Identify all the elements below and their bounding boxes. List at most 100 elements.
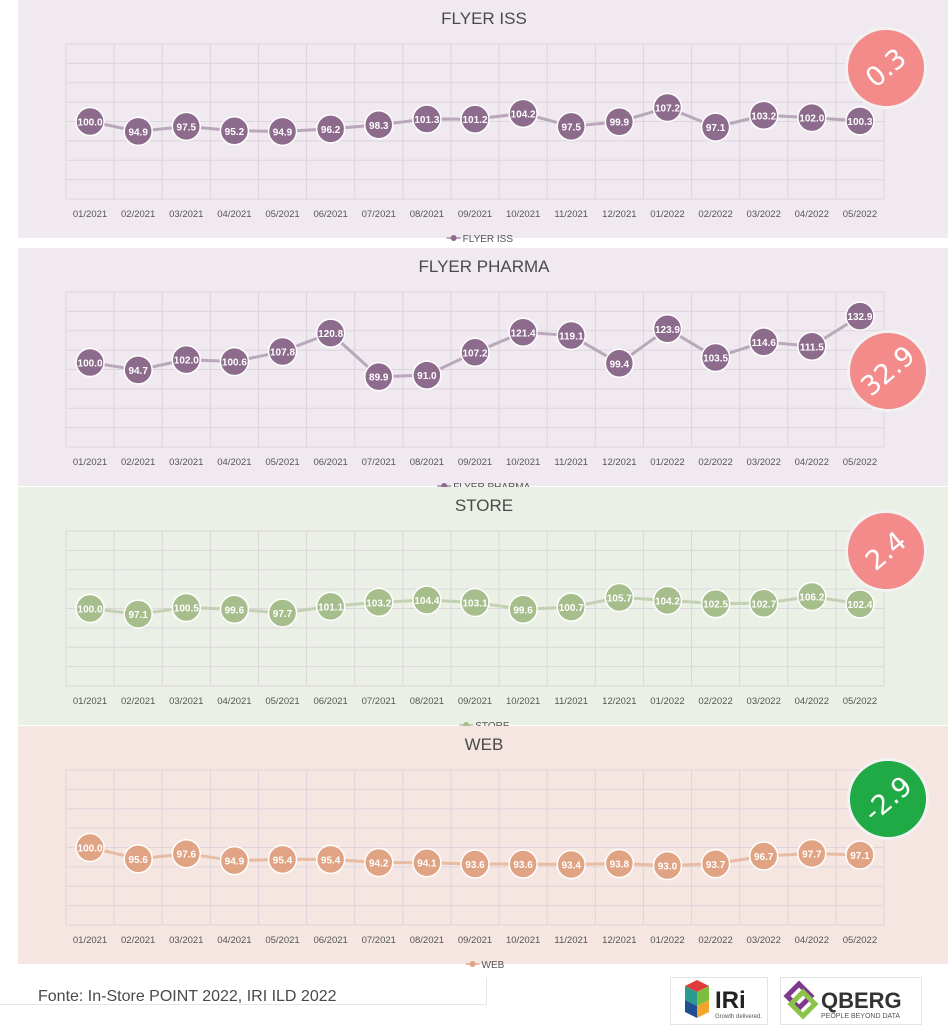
x-tick-label: 02/2021 — [121, 935, 155, 946]
data-point — [123, 355, 153, 385]
change-badge-value: 0.3 — [859, 42, 913, 94]
x-tick-label: 09/2021 — [458, 696, 492, 707]
x-tick-label: 05/2022 — [843, 457, 877, 468]
x-tick-label: 02/2022 — [698, 696, 732, 707]
chart-svg: STORE 100.0 97.1 100.5 99.6 97.7 101.1 103.2 104… — [65, 496, 885, 729]
data-point — [508, 849, 538, 879]
data-point — [364, 587, 394, 618]
data-label: 95.6 — [128, 855, 148, 866]
data-label: 102.7 — [751, 599, 776, 610]
x-tick-label: 12/2021 — [602, 209, 636, 220]
chart-svg: FLYER PHARMA 100.0 94.7 102.0 100.6 107.8 120.… — [65, 257, 885, 490]
x-tick-label: 12/2021 — [602, 457, 636, 468]
x-tick-label: 05/2021 — [265, 457, 299, 468]
x-tick-label: 02/2022 — [698, 209, 732, 220]
iri-wordmark: IRi — [715, 987, 746, 1014]
data-label: 102.0 — [799, 114, 824, 125]
qberg-wordmark: QBERG — [821, 988, 902, 1013]
data-point — [171, 111, 202, 142]
data-point — [412, 585, 442, 615]
data-point — [219, 594, 250, 625]
data-label: 103.2 — [751, 111, 776, 122]
x-tick-label: 01/2021 — [73, 457, 107, 468]
chart-title: FLYER PHARMA — [419, 257, 551, 276]
chart-panel-3: WEB 100.0 95.6 97.6 94.9 95.4 95.4 94.2 94.1 93.6… — [18, 726, 948, 968]
data-point — [845, 301, 875, 331]
x-tick-label: 04/2022 — [795, 209, 829, 220]
data-label: 100.6 — [222, 358, 247, 369]
x-tick-label: 06/2021 — [313, 696, 347, 707]
x-tick-label: 05/2021 — [265, 696, 299, 707]
qberg-logo: QBERG PEOPLE BEYOND DATA — [780, 977, 922, 1025]
x-tick-label: 01/2021 — [73, 696, 107, 707]
data-point — [364, 847, 394, 878]
data-label: 94.9 — [128, 127, 148, 138]
x-tick-label: 05/2021 — [265, 209, 299, 220]
data-label: 100.0 — [78, 358, 103, 369]
x-tick-label: 08/2021 — [410, 935, 444, 946]
data-point — [700, 849, 731, 879]
change-badge-value: 2.4 — [859, 525, 913, 577]
chart-panel-1: FLYER PHARMA 100.0 94.7 102.0 100.6 107.8 120.… — [18, 248, 948, 490]
data-label: 97.5 — [177, 122, 197, 133]
x-tick-label: 04/2021 — [217, 209, 251, 220]
data-label: 104.4 — [414, 596, 439, 607]
x-tick-label: 03/2021 — [169, 696, 203, 707]
data-point — [75, 106, 105, 137]
data-point — [267, 116, 298, 147]
data-point — [123, 844, 153, 874]
data-point — [652, 585, 683, 616]
x-tick-label: 03/2022 — [747, 457, 781, 468]
x-tick-label: 01/2022 — [650, 457, 684, 468]
chart-title: WEB — [465, 735, 504, 754]
data-label: 94.1 — [417, 859, 437, 870]
iri-tagline: Growth delivered. — [715, 1014, 762, 1020]
x-tick-label: 01/2022 — [650, 209, 684, 220]
data-label: 99.6 — [225, 605, 245, 616]
x-tick-label: 02/2021 — [121, 696, 155, 707]
x-tick-label: 04/2022 — [795, 457, 829, 468]
data-label: 89.9 — [369, 373, 389, 384]
data-label: 97.7 — [802, 849, 822, 860]
data-point — [315, 114, 346, 144]
legend-label: STORE — [475, 721, 510, 729]
data-label: 94.9 — [273, 127, 293, 138]
data-label: 91.0 — [417, 371, 437, 382]
data-label: 97.6 — [177, 850, 197, 861]
data-point — [845, 589, 875, 619]
data-label: 120.8 — [318, 329, 343, 340]
data-label: 95.4 — [273, 855, 293, 866]
data-label: 100.0 — [78, 605, 103, 616]
data-point — [315, 844, 346, 875]
data-label: 102.5 — [703, 600, 728, 611]
x-tick-label: 12/2021 — [602, 935, 636, 946]
x-tick-label: 11/2021 — [554, 935, 588, 946]
data-point — [171, 344, 202, 375]
x-tick-label: 06/2021 — [313, 209, 347, 220]
data-label: 100.7 — [559, 603, 584, 614]
x-tick-label: 09/2021 — [458, 457, 492, 468]
data-point — [315, 591, 346, 622]
data-point — [412, 847, 442, 878]
data-point — [508, 594, 538, 625]
x-tick-label: 10/2021 — [506, 935, 540, 946]
data-point — [748, 841, 779, 871]
data-label: 103.2 — [366, 598, 391, 609]
data-label: 100.0 — [78, 118, 103, 129]
iri-logo: IRi Growth delivered. — [670, 977, 768, 1025]
x-tick-label: 08/2021 — [410, 457, 444, 468]
data-label: 102.4 — [847, 600, 872, 611]
data-label: 105.7 — [607, 593, 632, 604]
data-point — [460, 587, 490, 618]
grid — [65, 43, 885, 200]
change-badge-value: 32.9 — [855, 339, 921, 403]
data-point — [652, 314, 683, 344]
data-label: 97.1 — [850, 851, 870, 862]
x-tick-label: 10/2021 — [506, 209, 540, 220]
x-tick-label: 01/2022 — [650, 935, 684, 946]
chart-svg: FLYER ISS 100.0 94.9 97.5 95.2 94.9 96.2 98.3 10… — [65, 9, 885, 242]
x-tick-label: 03/2021 — [169, 209, 203, 220]
data-point — [171, 592, 202, 623]
x-tick-label: 07/2021 — [362, 457, 396, 468]
qberg-mark-icon: QBERG PEOPLE BEYOND DATA — [783, 980, 902, 1020]
